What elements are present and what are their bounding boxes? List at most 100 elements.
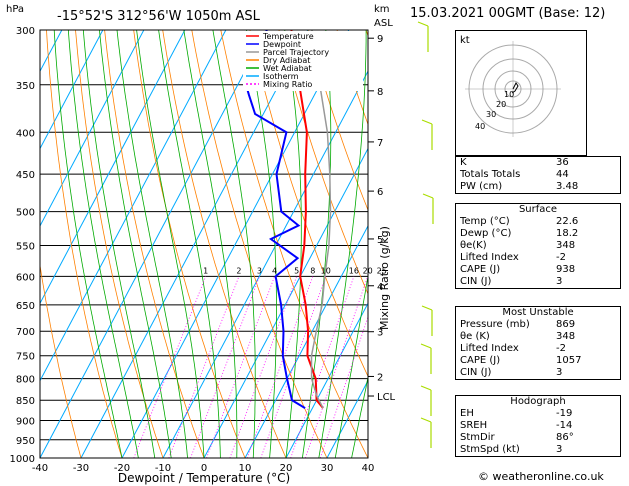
isotherm-line (80, 30, 309, 458)
temperature-tick-label: 30 (321, 463, 334, 474)
surface-row: Temp (°C) 22.6 (460, 216, 579, 227)
isotherm-line (244, 224, 368, 458)
surface-table: Surface Temp (°C) 22.6 Dewp (°C) 18.2 θe(K… (455, 203, 621, 289)
hodograph-panel: kt 10 20 30 40 (455, 30, 587, 156)
most-unstable-table: Most Unstable Pressure (mb) 869 θe (K) 348… (455, 306, 621, 380)
km-tick-label: 6 (377, 187, 383, 198)
temperature-tick-label: 10 (239, 463, 252, 474)
pressure-tick-label: 700 (16, 327, 35, 338)
indices-table: K 36 Totals Totals 44 PW (cm) 3.48 (455, 156, 621, 194)
legend-label: Parcel Trajectory (263, 48, 329, 57)
legend-label: Temperature (262, 32, 314, 41)
dry-adiabat-line (220, 30, 368, 458)
dry-adiabat-line (75, 30, 164, 458)
km-tick-label: 3 (377, 328, 383, 339)
pressure-tick-label: 500 (16, 208, 35, 219)
temperature-tick-label: 40 (362, 463, 375, 474)
km-tick-label: 7 (377, 138, 383, 149)
hodograph-ring-label: 40 (475, 122, 485, 131)
wet-adiabat-line (334, 273, 368, 458)
hodograph-table-title: Hodograph (510, 396, 566, 407)
most-unstable-row: Lifted Index -2 (460, 343, 566, 354)
hodograph-row: StmSpd (kt) 3 (460, 444, 563, 455)
dry-adiabat-line (249, 30, 368, 378)
hodograph-ring-label: 10 (504, 90, 514, 99)
hodograph-row: EH -19 (460, 408, 573, 419)
temperature-tick-label: -10 (155, 463, 171, 474)
pressure-tick-label: 1000 (10, 454, 35, 465)
mixing-ratio-line (260, 276, 327, 458)
isotherm-line (326, 379, 368, 458)
dry-adiabat-line (191, 30, 328, 458)
mixing-ratio-label: 20 (363, 266, 373, 275)
wind-barb-flag (420, 385, 432, 391)
hodograph-row: StmDir 86° (460, 432, 574, 443)
km-tick-label: 9 (377, 34, 383, 45)
dry-adiabat-line (133, 30, 246, 458)
legend-label: Isotherm (263, 72, 299, 81)
dry-adiabat-line (162, 30, 287, 458)
mixing-ratio-line (319, 315, 368, 458)
mixing-ratio-label: 10 (321, 266, 331, 275)
temperature-tick-label: -30 (73, 463, 89, 474)
hodograph-table: Hodograph EH -19 SREH -14 StmDir 86° StmSpd… (455, 395, 621, 457)
wet-adiabat-line (183, 30, 238, 458)
wet-adiabat-line (351, 375, 368, 458)
surface-row: θe(K) 348 (460, 240, 576, 251)
surface-row: CIN (J) 3 (460, 276, 563, 287)
wet-adiabat-line (116, 30, 188, 458)
temperature-tick-label: -20 (114, 463, 130, 474)
most-unstable-row: CIN (J) 3 (460, 367, 563, 378)
asl-label: ASL (374, 18, 393, 29)
hodograph-ring-label: 20 (496, 100, 506, 109)
legend-label: Mixing Ratio (263, 80, 312, 89)
isotherm-line (40, 30, 104, 150)
mixing-ratio-axis-title: Mixing Ratio (g/kg) (378, 226, 391, 330)
dry-adiabat-line (307, 30, 368, 212)
mixing-ratio-label: 16 (349, 266, 359, 275)
most-unstable-title: Most Unstable (502, 307, 574, 318)
hodograph-ring-label: 30 (486, 110, 496, 119)
wet-adiabat-line (284, 30, 302, 458)
pressure-tick-label: 800 (16, 375, 35, 386)
km-tick-label: LCL (377, 392, 396, 403)
km-label: km (374, 4, 390, 15)
dry-adiabat-line (40, 262, 82, 458)
wet-adiabat-line (136, 30, 205, 458)
credit-link[interactable]: © weatheronline.co.uk (478, 470, 604, 483)
wet-adiabat-line (212, 30, 256, 458)
isotherm-line (203, 147, 368, 458)
mixing-ratio-line (229, 276, 298, 458)
dry-adiabat-line (46, 30, 123, 458)
legend-label: Dry Adiabat (263, 56, 310, 65)
surface-row: CAPE (J) 938 (460, 264, 576, 275)
wet-adiabat-line (99, 30, 172, 458)
mixing-ratio-line (246, 276, 314, 458)
wind-barb-flag (420, 343, 432, 349)
mixing-ratio-label: 3 (257, 266, 262, 275)
pressure-tick-label: 300 (16, 26, 35, 37)
hodograph-trace (511, 82, 519, 94)
hodograph-plot: kt 10 20 30 40 (460, 35, 561, 137)
legend-label: Dewpoint (263, 40, 301, 49)
legend-label: Wet Adiabat (263, 64, 312, 73)
pressure-tick-label: 400 (16, 128, 35, 139)
most-unstable-row: θe (K) 348 (460, 331, 576, 342)
pressure-tick-label: 950 (16, 436, 35, 447)
km-tick-label: 5 (377, 235, 383, 246)
legend-background (243, 31, 363, 91)
pressure-tick-label: 850 (16, 396, 35, 407)
mixing-ratio-line (168, 276, 240, 458)
isotherm-line (40, 30, 268, 458)
pressure-tick-label: 900 (16, 417, 35, 428)
wind-barb-flag (421, 305, 433, 311)
km-tick-label: 2 (377, 372, 383, 383)
pressure-tick-label: 600 (16, 272, 35, 283)
surface-row: Lifted Index -2 (460, 252, 566, 263)
mixing-ratio-line (304, 276, 368, 458)
dry-adiabat-line (278, 30, 368, 295)
km-tick-label: 8 (377, 87, 383, 98)
dry-adiabat-line (104, 30, 205, 458)
most-unstable-row: Pressure (mb) 869 (460, 319, 576, 330)
temperature-tick-label: 20 (280, 463, 293, 474)
